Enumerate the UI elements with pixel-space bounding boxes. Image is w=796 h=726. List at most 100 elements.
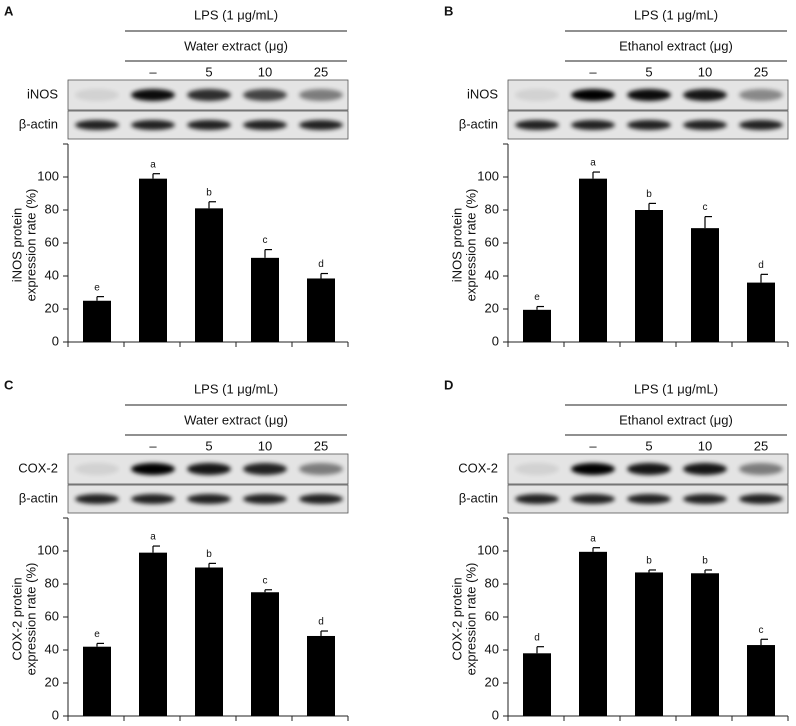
blot-label: iNOS: [467, 86, 498, 101]
error-bar: [208, 562, 216, 568]
blot-band: [299, 494, 343, 504]
blot-band: [131, 89, 175, 101]
bar: [523, 309, 551, 342]
y-axis-title-line: COX-2 protein: [449, 577, 464, 660]
significance-letter: a: [150, 532, 156, 543]
y-tick-label: 100: [37, 168, 59, 183]
error-bar: [536, 646, 544, 654]
blot-band: [571, 89, 615, 101]
y-tick-label: 80: [485, 201, 499, 216]
y-tick-label: 40: [485, 641, 499, 656]
y-tick-label: 20: [485, 674, 499, 689]
significance-letter: a: [150, 159, 156, 170]
significance-letter: a: [590, 158, 596, 169]
error-bar: [648, 569, 656, 573]
significance-letter: b: [206, 187, 212, 198]
bar: [579, 551, 607, 716]
lane-label: 10: [258, 438, 272, 453]
significance-letter: b: [702, 556, 708, 567]
blot-band: [627, 494, 671, 504]
bar: [747, 645, 775, 716]
blot-band: [243, 89, 287, 101]
lane-label: 25: [754, 438, 768, 453]
y-tick-label: 80: [45, 575, 59, 590]
extract-header: Ethanol extract (μg): [619, 38, 733, 53]
bar: [195, 567, 223, 716]
y-tick-label: 100: [477, 168, 499, 183]
y-axis-title-line: expression rate (%): [23, 563, 38, 676]
panel-label: A: [4, 3, 14, 18]
y-tick-label: 80: [45, 201, 59, 216]
blot-band: [243, 120, 287, 130]
y-tick-label: 60: [45, 234, 59, 249]
y-tick-label: 40: [485, 267, 499, 282]
blot-label: iNOS: [27, 86, 58, 101]
y-tick-label: 20: [485, 300, 499, 315]
treatment-header: LPS (1 μg/mL): [634, 381, 718, 396]
blot-band: [299, 463, 343, 475]
lane-label: 5: [645, 64, 652, 79]
blot-band: [75, 89, 119, 101]
blot-band: [75, 120, 119, 130]
y-axis-title: COX-2 protein expression rate (%): [449, 563, 478, 676]
blot-band: [627, 463, 671, 475]
bar: [307, 278, 335, 342]
blot-band: [187, 120, 231, 130]
extract-header: Ethanol extract (μg): [619, 412, 733, 427]
error-bar: [704, 216, 712, 229]
blot-label: β-actin: [19, 116, 58, 131]
blot-band: [739, 89, 783, 101]
bar: [635, 210, 663, 342]
bar: [747, 282, 775, 342]
bar: [83, 646, 111, 716]
significance-letter: d: [318, 617, 324, 628]
blot-band: [739, 120, 783, 130]
lane-label: 5: [205, 64, 212, 79]
error-bar: [152, 173, 160, 179]
y-tick-label: 0: [52, 333, 59, 348]
y-axis-title-line: COX-2 protein: [9, 577, 24, 660]
panel-label: D: [444, 377, 453, 392]
blot-band: [187, 463, 231, 475]
lane-label: 25: [314, 438, 328, 453]
blot-band: [187, 494, 231, 504]
bar: [139, 178, 167, 342]
bar: [139, 552, 167, 716]
error-bar: [320, 630, 328, 636]
blot-band: [243, 494, 287, 504]
error-bar: [760, 273, 768, 283]
blot-band: [627, 89, 671, 101]
error-bar: [704, 569, 712, 574]
lane-label: –: [149, 64, 157, 79]
significance-letter: e: [94, 629, 100, 640]
bar: [635, 572, 663, 716]
bar: [579, 178, 607, 342]
y-tick-label: 20: [45, 674, 59, 689]
y-tick-label: 60: [45, 608, 59, 623]
blot-band: [515, 120, 559, 130]
blot-band: [571, 463, 615, 475]
lane-label: 10: [258, 64, 272, 79]
blot-band: [683, 494, 727, 504]
blot-band: [515, 89, 559, 101]
y-tick-label: 100: [37, 542, 59, 557]
significance-letter: e: [534, 292, 540, 303]
y-tick-label: 80: [485, 575, 499, 590]
y-axis-title-line: iNOS protein: [9, 208, 24, 282]
blot-band: [515, 494, 559, 504]
blot-band: [515, 463, 559, 475]
significance-letter: a: [590, 533, 596, 544]
significance-letter: c: [263, 575, 268, 586]
bar: [523, 653, 551, 716]
error-bar: [648, 202, 656, 210]
significance-letter: e: [94, 282, 100, 293]
significance-letter: b: [646, 189, 652, 200]
y-tick-label: 0: [492, 333, 499, 348]
error-bar: [264, 249, 272, 258]
treatment-header: LPS (1 μg/mL): [194, 7, 278, 22]
bar: [691, 573, 719, 716]
bar: [691, 228, 719, 342]
significance-letter: c: [759, 625, 764, 636]
y-tick-label: 40: [45, 641, 59, 656]
